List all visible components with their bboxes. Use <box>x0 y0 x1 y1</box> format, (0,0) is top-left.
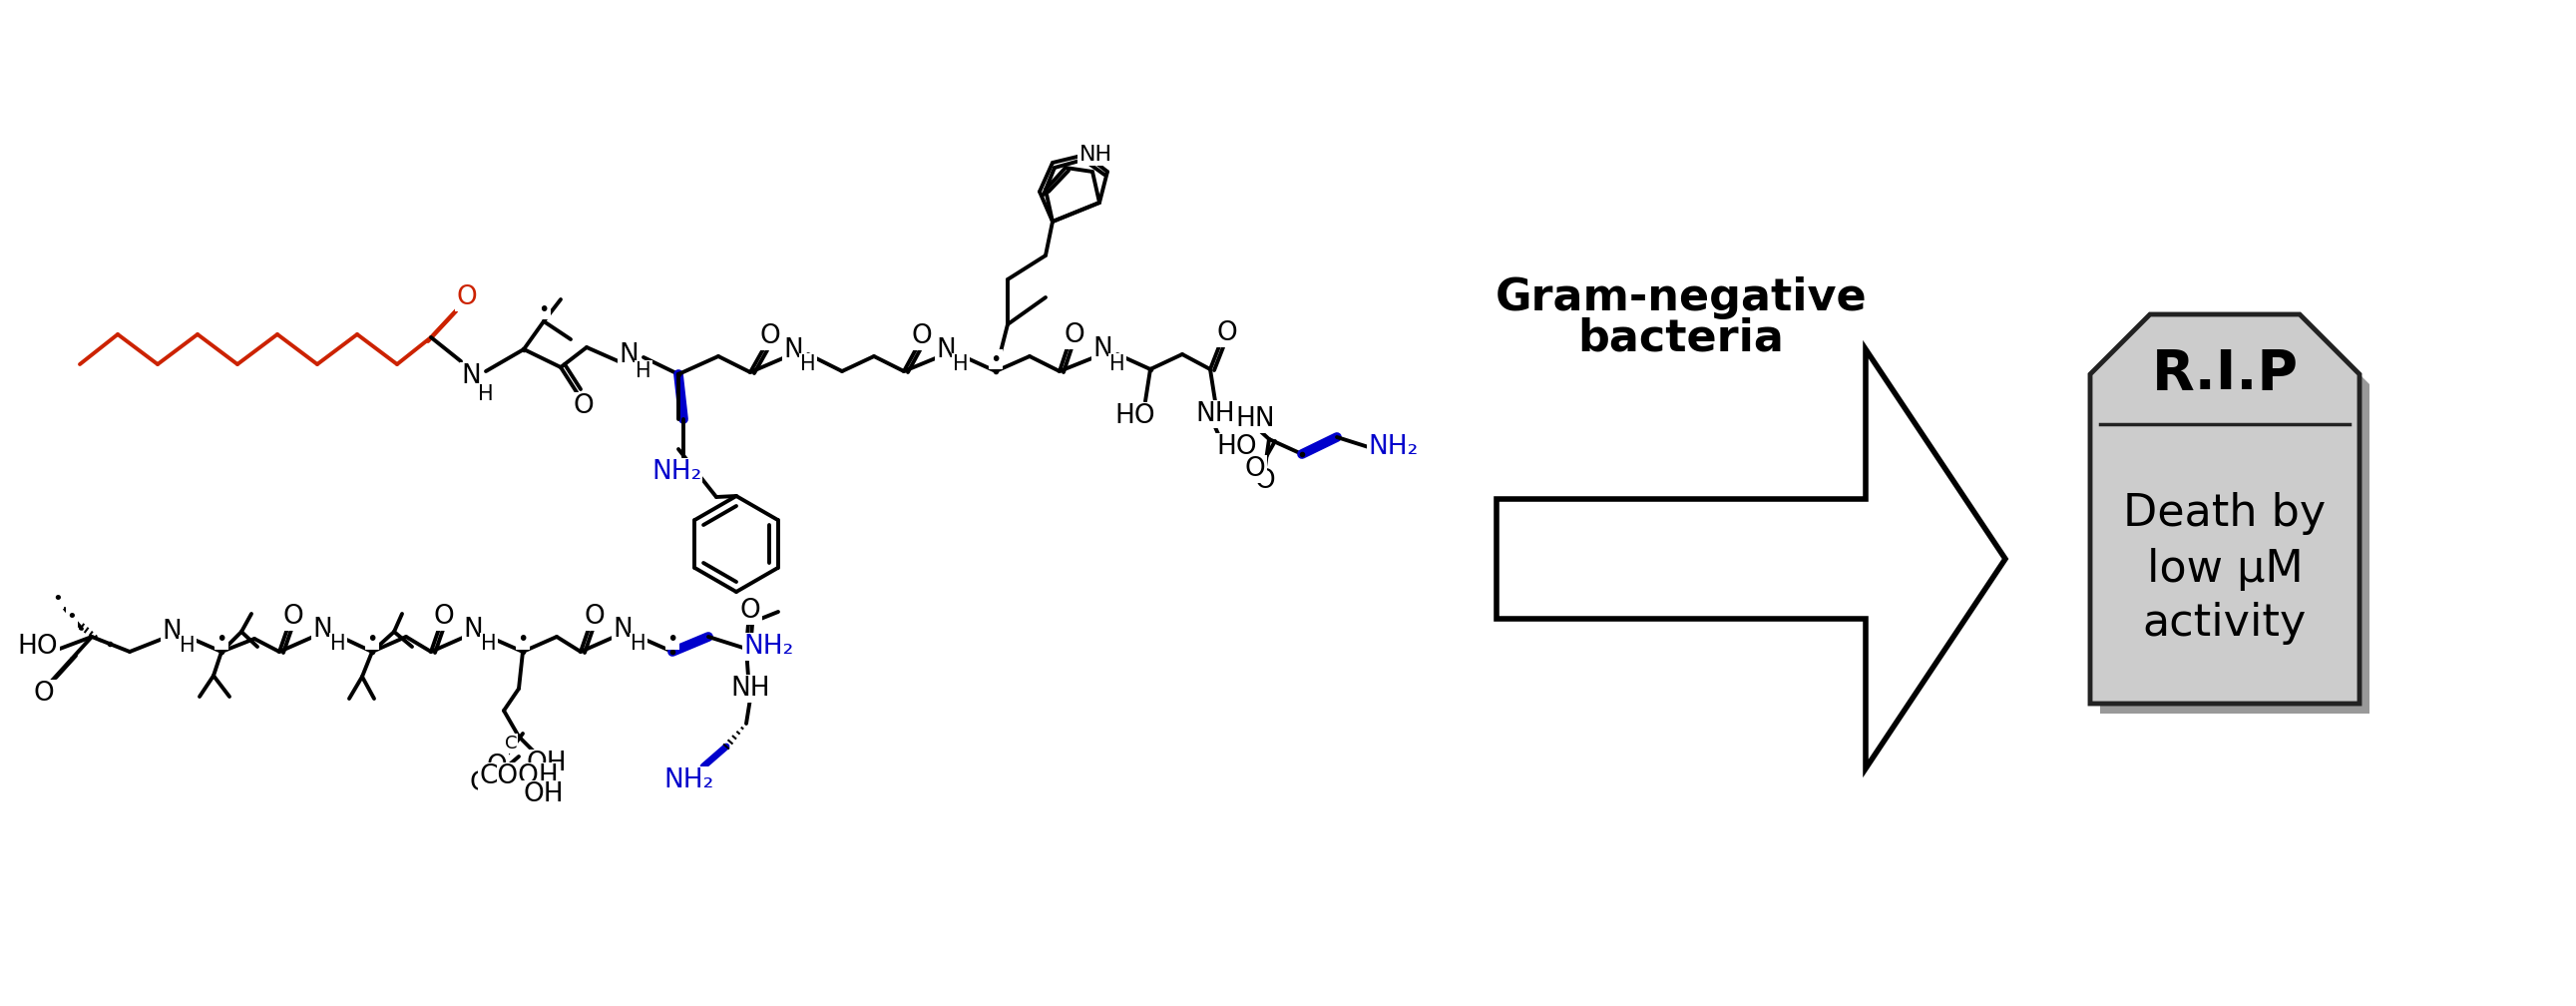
Text: C: C <box>505 734 518 752</box>
Text: N: N <box>935 337 956 363</box>
Text: bacteria: bacteria <box>1579 316 1785 359</box>
Text: N: N <box>461 363 482 389</box>
Text: H: H <box>180 636 196 656</box>
Text: H: H <box>482 634 497 654</box>
Text: O: O <box>33 681 54 706</box>
Text: N: N <box>783 337 804 363</box>
Text: R.I.P: R.I.P <box>2151 347 2298 401</box>
Text: H: H <box>330 634 345 654</box>
Text: •: • <box>989 350 1002 369</box>
Text: HO: HO <box>1216 435 1257 460</box>
Text: N: N <box>312 617 332 643</box>
Text: activity: activity <box>2143 603 2308 645</box>
Text: N: N <box>1092 336 1113 362</box>
Text: H: H <box>1110 354 1126 374</box>
Text: H: H <box>479 384 495 404</box>
Text: NH: NH <box>1079 145 1113 165</box>
Text: H: H <box>801 354 817 374</box>
Text: low μM: low μM <box>2146 547 2303 591</box>
Text: O: O <box>912 323 933 349</box>
Text: O: O <box>1064 322 1084 348</box>
Text: HO: HO <box>1115 403 1157 430</box>
Text: •: • <box>518 630 528 649</box>
Text: •: • <box>67 608 77 626</box>
Text: O: O <box>433 604 453 630</box>
Text: NH₂: NH₂ <box>652 459 701 485</box>
Text: O: O <box>487 753 507 780</box>
Text: N: N <box>618 342 639 368</box>
Text: NH: NH <box>1195 401 1234 428</box>
Text: N: N <box>162 619 180 645</box>
Text: O: O <box>574 393 595 420</box>
Text: Gram-negative: Gram-negative <box>1494 277 1868 319</box>
Text: COOH: COOH <box>479 764 559 790</box>
Text: •: • <box>216 630 227 649</box>
Text: O: O <box>760 323 781 349</box>
Text: O: O <box>585 604 605 630</box>
Text: HO: HO <box>15 636 54 662</box>
Text: O: O <box>1216 320 1236 346</box>
Text: H: H <box>631 634 647 654</box>
Text: H: H <box>636 361 652 381</box>
Text: H: H <box>953 354 969 374</box>
Text: •: • <box>538 300 549 319</box>
Text: •: • <box>52 590 64 608</box>
Text: O: O <box>1255 468 1275 494</box>
Text: OH: OH <box>523 782 564 808</box>
Text: •: • <box>667 630 677 649</box>
Text: CO₂H: CO₂H <box>469 771 538 797</box>
Text: NH₂: NH₂ <box>742 634 793 660</box>
Text: N: N <box>464 617 482 643</box>
Text: HO: HO <box>18 634 59 660</box>
Text: NH₂: NH₂ <box>665 768 714 794</box>
Text: O: O <box>739 598 760 624</box>
Text: HN: HN <box>1236 406 1275 433</box>
Text: Death by: Death by <box>2123 493 2326 535</box>
Text: O: O <box>283 604 304 630</box>
Text: N: N <box>613 617 631 643</box>
Text: CO₂H: CO₂H <box>484 766 554 792</box>
Text: NH₂: NH₂ <box>1368 435 1417 460</box>
Text: OH: OH <box>526 750 567 777</box>
Text: •: • <box>366 630 379 649</box>
Text: O: O <box>1244 456 1265 482</box>
Polygon shape <box>2089 314 2360 703</box>
Text: O: O <box>456 285 477 311</box>
Polygon shape <box>1497 349 2004 769</box>
Polygon shape <box>2099 324 2370 713</box>
Text: NH: NH <box>732 676 770 701</box>
